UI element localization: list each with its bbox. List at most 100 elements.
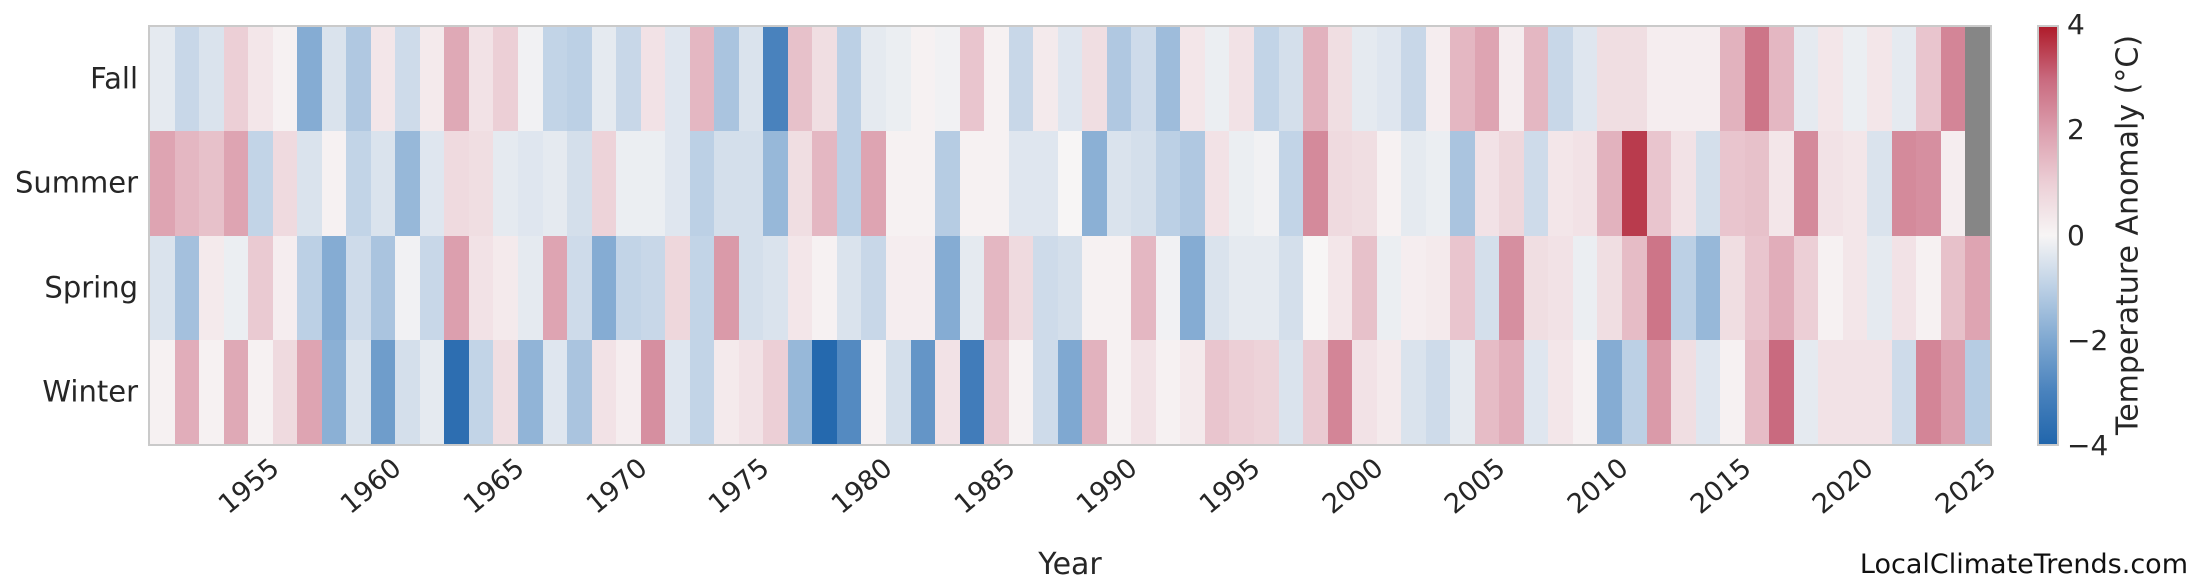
heatmap-cell xyxy=(150,235,175,340)
heatmap-cell xyxy=(542,339,568,444)
heatmap-cell xyxy=(787,131,813,236)
x-tick-label: 1955 xyxy=(212,452,286,521)
x-tick-label: 1980 xyxy=(825,452,899,521)
heatmap-cell xyxy=(321,27,347,132)
heatmap-cell xyxy=(1327,339,1353,444)
heatmap-cell xyxy=(1082,235,1107,340)
heatmap-cell xyxy=(1131,339,1156,444)
heatmap-cell xyxy=(1352,235,1377,340)
heatmap-cell xyxy=(689,235,715,340)
heatmap-cell xyxy=(1033,235,1058,340)
heatmap-cell xyxy=(1450,339,1475,444)
heatmap-cell xyxy=(1597,339,1622,444)
heatmap-cell xyxy=(493,235,518,340)
heatmap-cell xyxy=(1842,27,1868,132)
heatmap-cell xyxy=(419,235,445,340)
heatmap-cell xyxy=(1671,339,1696,444)
x-tick-label: 2005 xyxy=(1439,452,1512,521)
heatmap-cell xyxy=(861,235,886,340)
heatmap-cell xyxy=(1621,235,1647,340)
heatmap-cell xyxy=(1891,339,1917,444)
heatmap-cell xyxy=(1057,339,1083,444)
heatmap-cell xyxy=(959,27,985,132)
heatmap-cell xyxy=(1204,235,1230,340)
heatmap-cell xyxy=(885,235,911,340)
heatmap-cell xyxy=(199,235,224,340)
heatmap-cell xyxy=(665,131,690,236)
heatmap-cell xyxy=(1891,235,1917,340)
heatmap-cell xyxy=(1131,235,1156,340)
heatmap-cell xyxy=(1376,131,1402,236)
heatmap-cell xyxy=(1646,339,1672,444)
heatmap-cell xyxy=(640,339,666,444)
heatmap-cell xyxy=(1155,339,1181,444)
heatmap-cell xyxy=(1303,131,1328,236)
heatmap-cell xyxy=(444,235,469,340)
heatmap-cell xyxy=(1671,235,1696,340)
heatmap-cell xyxy=(1793,131,1819,236)
heatmap-cell xyxy=(346,27,371,132)
heatmap-cell xyxy=(1842,131,1868,236)
heatmap-cell xyxy=(935,131,960,236)
heatmap-cell xyxy=(248,131,273,236)
heatmap-cell xyxy=(984,339,1009,444)
heatmap-cell xyxy=(248,339,273,444)
heatmap-cell xyxy=(1376,339,1402,444)
heatmap-cell xyxy=(174,339,200,444)
heatmap-cell xyxy=(1278,27,1304,132)
heatmap-cell xyxy=(1720,339,1745,444)
heatmap-cell xyxy=(910,339,936,444)
heatmap-cell xyxy=(738,235,764,340)
heatmap-cell xyxy=(1916,339,1941,444)
heatmap-cell xyxy=(1180,27,1205,132)
heatmap-cell xyxy=(199,131,224,236)
heatmap-cell xyxy=(836,27,862,132)
heatmap-cell xyxy=(616,27,641,132)
heatmap-cell xyxy=(1965,235,1990,340)
heatmap-cell xyxy=(1523,339,1549,444)
heatmap-cell xyxy=(812,131,837,236)
heatmap-cell xyxy=(1204,339,1230,444)
heatmap-cell xyxy=(763,131,788,236)
heatmap-cell xyxy=(248,235,273,340)
heatmap-cell xyxy=(1229,131,1254,236)
heatmap-cell xyxy=(1327,131,1353,236)
watermark-text: LocalClimateTrends.com xyxy=(1859,549,2188,580)
heatmap-cell xyxy=(517,235,543,340)
heatmap-cell xyxy=(1818,131,1843,236)
heatmap-cell xyxy=(248,27,273,132)
heatmap-cell xyxy=(959,131,985,236)
heatmap-cell xyxy=(714,235,739,340)
heatmap-cell xyxy=(1131,131,1156,236)
heatmap-cell xyxy=(1621,131,1647,236)
heatmap-cell xyxy=(1008,339,1034,444)
heatmap-cell xyxy=(1180,235,1205,340)
heatmap-cell xyxy=(1131,27,1156,132)
heatmap-cell xyxy=(812,339,837,444)
heatmap-cell xyxy=(910,131,936,236)
row-label-text: Fall xyxy=(90,61,138,96)
heatmap-cell xyxy=(1278,339,1304,444)
heatmap-cell xyxy=(812,27,837,132)
heatmap-cell xyxy=(1695,131,1721,236)
heatmap-plot-area xyxy=(148,25,1992,446)
heatmap-cell xyxy=(517,131,543,236)
heatmap-cell xyxy=(468,131,494,236)
x-tick-label: 2015 xyxy=(1684,452,1758,521)
heatmap-cell xyxy=(1671,131,1696,236)
heatmap-cell xyxy=(468,339,494,444)
heatmap-cell xyxy=(836,339,862,444)
heatmap-cell xyxy=(665,339,690,444)
heatmap-cell xyxy=(1548,131,1573,236)
heatmap-cell xyxy=(935,27,960,132)
heatmap-cell xyxy=(616,235,641,340)
heatmap-cell xyxy=(714,27,739,132)
x-axis-title: Year xyxy=(1038,547,1102,582)
heatmap-cell xyxy=(370,131,396,236)
heatmap-cell xyxy=(419,339,445,444)
heatmap-cell xyxy=(1744,235,1770,340)
heatmap-cell xyxy=(517,339,543,444)
heatmap-cell xyxy=(591,27,617,132)
heatmap-cell xyxy=(763,339,788,444)
heatmap-cell xyxy=(567,27,592,132)
